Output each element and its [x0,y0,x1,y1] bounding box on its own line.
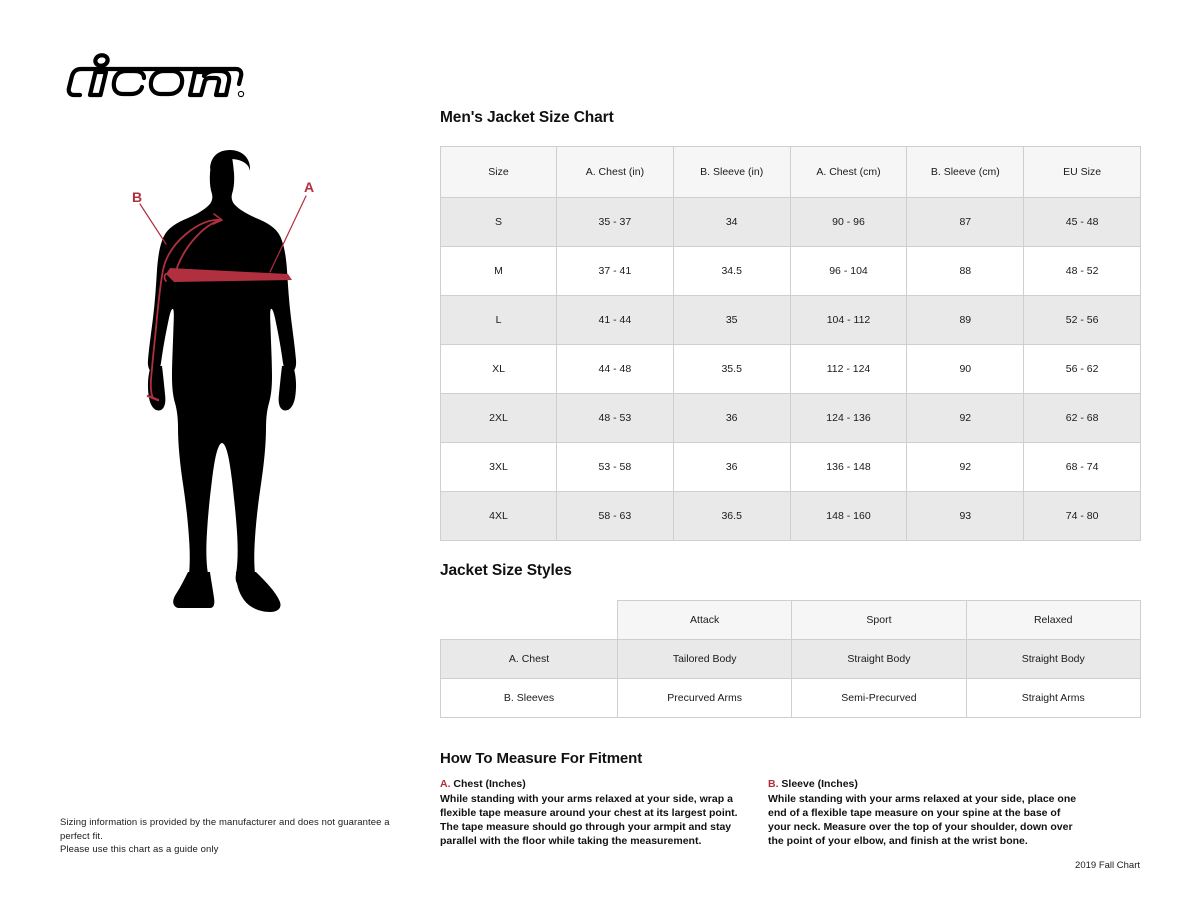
fitment-sleeve-heading-text: Sleeve (Inches) [781,778,858,790]
table-row: 4XL 58 - 63 36.5 148 - 160 93 74 - 80 [440,491,1141,541]
styles-cell-sport: Semi-Precurved [791,678,967,718]
fitment-sleeve-body: While standing with your arms relaxed at… [768,793,1077,847]
table-row: L 41 - 44 35 104 - 112 89 52 - 56 [440,295,1141,345]
styles-corner-cell [441,601,618,640]
cell-chest-cm: 148 - 160 [789,491,908,541]
table-row: S 35 - 37 34 90 - 96 87 45 - 48 [440,197,1141,247]
cell-chest-cm: 90 - 96 [789,197,908,247]
cell-chest-in: 37 - 41 [556,246,674,296]
cell-sleeve-cm: 88 [906,246,1025,296]
fitment-marker-b: B. [768,778,779,790]
icon-logo: icon [60,48,246,106]
styles-cell-attack: Precurved Arms [616,678,793,718]
fitment-chest-block: A. Chest (Inches) While standing with yo… [440,777,750,848]
cell-chest-in: 41 - 44 [556,295,674,345]
cell-size: XL [440,344,557,394]
right-panel: Men's Jacket Size Chart Size A. Chest (i… [440,0,1141,900]
marker-label-b: B [132,189,142,205]
column-header-chest-in: A. Chest (in) [556,146,674,198]
table-row: B. Sleeves Precurved Arms Semi-Precurved… [440,678,1141,718]
styles-row-label: A. Chest [440,639,618,679]
cell-chest-in: 58 - 63 [556,491,674,541]
table-row: 3XL 53 - 58 36 136 - 148 92 68 - 74 [440,442,1141,492]
cell-eu-size: 45 - 48 [1023,197,1141,247]
measurement-markers [139,195,307,402]
cell-size: 4XL [440,491,557,541]
marker-label-a: A [304,179,314,195]
cell-size: 3XL [440,442,557,492]
cell-chest-cm: 112 - 124 [789,344,908,394]
fitment-sleeve-block: B. Sleeve (Inches) While standing with y… [768,777,1078,848]
cell-size: L [440,295,557,345]
column-header-sleeve-cm: B. Sleeve (cm) [906,146,1025,198]
cell-sleeve-in: 35 [672,295,791,345]
disclaimer-text: Sizing information is provided by the ma… [60,816,410,857]
fitment-marker-a: A. [440,778,451,790]
table-row: XL 44 - 48 35.5 112 - 124 90 56 - 62 [440,344,1141,394]
cell-chest-in: 35 - 37 [556,197,674,247]
table-row: M 37 - 41 34.5 96 - 104 88 48 - 52 [440,246,1141,296]
styles-cell-sport: Straight Body [791,639,967,679]
styles-column-attack: Attack [616,600,793,640]
cell-eu-size: 62 - 68 [1023,393,1141,443]
size-chart-header-row: Size A. Chest (in) B. Sleeve (in) A. Che… [440,146,1141,198]
column-header-size: Size [440,146,557,198]
cell-chest-in: 48 - 53 [556,393,674,443]
cell-sleeve-in: 36 [672,442,791,492]
cell-chest-cm: 136 - 148 [789,442,908,492]
styles-chart-table: Attack Sport Relaxed A. Chest Tailored B… [440,600,1141,718]
column-header-eu-size: EU Size [1023,146,1141,198]
cell-eu-size: 52 - 56 [1023,295,1141,345]
cell-eu-size: 68 - 74 [1023,442,1141,492]
cell-sleeve-in: 36 [672,393,791,443]
size-chart-title: Men's Jacket Size Chart [440,109,614,126]
cell-sleeve-cm: 87 [906,197,1025,247]
table-row: A. Chest Tailored Body Straight Body Str… [440,639,1141,679]
styles-column-sport: Sport [791,600,967,640]
size-chart-table: Size A. Chest (in) B. Sleeve (in) A. Che… [440,146,1141,541]
left-panel: icon [0,0,430,900]
cell-eu-size: 74 - 80 [1023,491,1141,541]
cell-size: M [440,246,557,296]
cell-sleeve-in: 34.5 [672,246,791,296]
styles-column-relaxed: Relaxed [965,600,1141,640]
cell-sleeve-cm: 92 [906,442,1025,492]
fitment-chest-body: While standing with your arms relaxed at… [440,793,738,847]
styles-header-row: Attack Sport Relaxed [441,600,1141,640]
fitment-chest-heading: A. Chest (Inches) [440,777,750,791]
cell-sleeve-in: 35.5 [672,344,791,394]
cell-sleeve-in: 36.5 [672,491,791,541]
fitment-chest-heading-text: Chest (Inches) [453,778,526,790]
styles-cell-attack: Tailored Body [616,639,793,679]
cell-sleeve-in: 34 [672,197,791,247]
cell-sleeve-cm: 89 [906,295,1025,345]
fitment-title: How To Measure For Fitment [440,750,643,767]
column-header-sleeve-in: B. Sleeve (in) [672,146,791,198]
body-silhouette [147,150,297,612]
fitment-sleeve-heading: B. Sleeve (Inches) [768,777,1078,791]
cell-size: S [440,197,557,247]
cell-size: 2XL [440,393,557,443]
cell-eu-size: 56 - 62 [1023,344,1141,394]
measurement-figure: B A [118,148,358,638]
cell-chest-in: 53 - 58 [556,442,674,492]
chart-season-label: 2019 Fall Chart [1075,860,1140,871]
styles-cell-relaxed: Straight Arms [965,678,1141,718]
cell-eu-size: 48 - 52 [1023,246,1141,296]
cell-chest-cm: 124 - 136 [789,393,908,443]
cell-sleeve-cm: 93 [906,491,1025,541]
cell-sleeve-cm: 90 [906,344,1025,394]
column-header-chest-cm: A. Chest (cm) [789,146,908,198]
styles-chart-title: Jacket Size Styles [440,562,572,579]
cell-chest-cm: 104 - 112 [789,295,908,345]
cell-chest-cm: 96 - 104 [789,246,908,296]
styles-cell-relaxed: Straight Body [965,639,1141,679]
styles-row-label: B. Sleeves [440,678,618,718]
disclaimer-line-1: Sizing information is provided by the ma… [60,817,390,842]
disclaimer-line-2: Please use this chart as a guide only [60,844,219,855]
cell-sleeve-cm: 92 [906,393,1025,443]
table-row: 2XL 48 - 53 36 124 - 136 92 62 - 68 [440,393,1141,443]
cell-chest-in: 44 - 48 [556,344,674,394]
